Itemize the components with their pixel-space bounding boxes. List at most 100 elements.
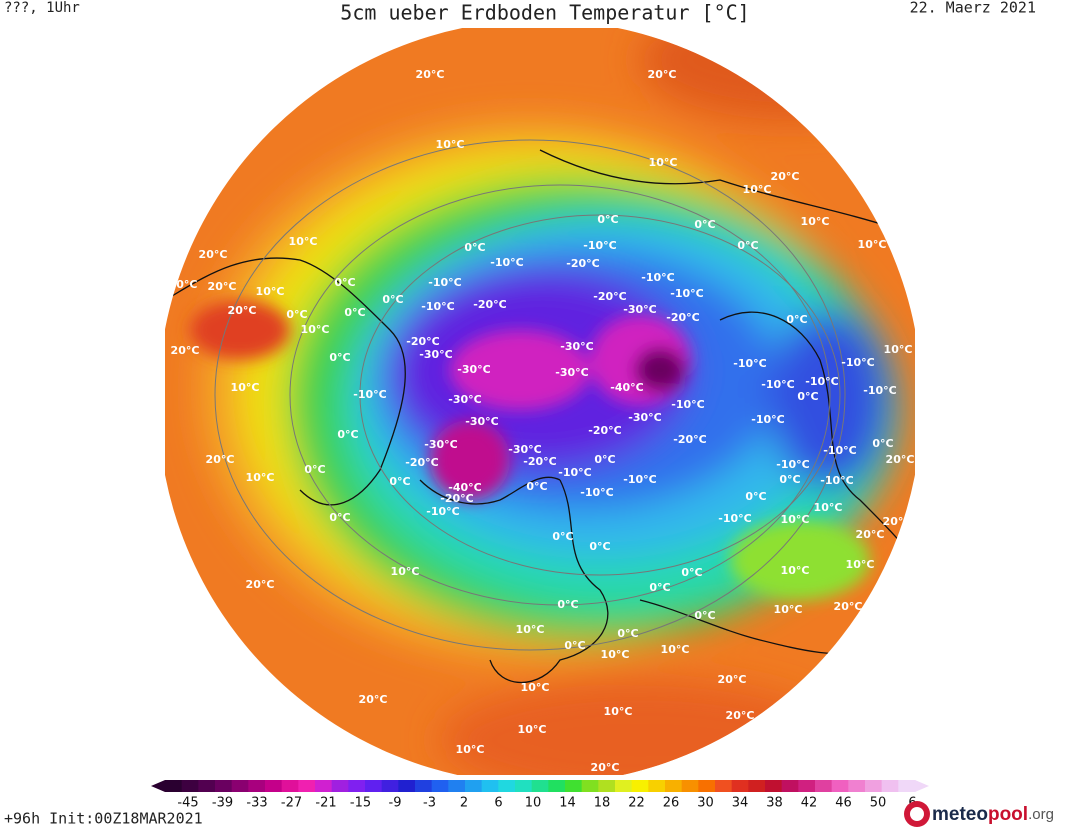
contour-label: 20°C (416, 68, 445, 81)
contour-label: 20°C (591, 761, 620, 774)
colorbar-swatch (298, 780, 316, 792)
colorbar-swatch (615, 780, 633, 792)
colorbar-swatch (348, 780, 366, 792)
colorbar-swatch (831, 780, 849, 792)
logo-part: .org (1028, 806, 1054, 823)
contour-label: 10°C (516, 623, 545, 636)
colorbar-label: -27 (281, 796, 302, 811)
contour-label: 20°C (228, 304, 257, 317)
colorbar-label: -3 (423, 796, 436, 811)
init-label: +96h Init:00Z18MAR2021 (4, 810, 203, 828)
coastlines (165, 149, 915, 683)
contour-label: 10°C (781, 564, 810, 577)
contour-label: 10°C (231, 381, 260, 394)
colorbar-swatch (698, 780, 716, 792)
contour-label: 0°C (344, 306, 365, 319)
contour-label: -20°C (405, 456, 438, 469)
colorbar-swatch (781, 780, 799, 792)
logo: meteopool.org (904, 801, 1054, 827)
valid-date: 22. Maerz 2021 (910, 0, 1036, 17)
contour-label: -10°C (671, 398, 704, 411)
logo-icon-center (910, 807, 924, 821)
contour-label: -10°C (841, 356, 874, 369)
contour-label: 0°C (526, 480, 547, 493)
colorbar-label: 46 (835, 796, 852, 811)
contour-label: 10°C (846, 558, 875, 571)
contour-label: 10°C (521, 681, 550, 694)
contour-label: -10°C (426, 505, 459, 518)
contour-label: -10°C (823, 444, 856, 457)
colorbar-arrow-right (915, 780, 929, 792)
contour-label: -10°C (490, 256, 523, 269)
contour-label: 0°C (589, 540, 610, 553)
contour-label: 0°C (681, 566, 702, 579)
contour-label: -10°C (761, 378, 794, 391)
contour-label: 20°C (208, 280, 237, 293)
colorbar-swatch (548, 780, 566, 792)
colorbar-swatch (231, 780, 249, 792)
contour-label: -20°C (440, 492, 473, 505)
colorbar-label: 38 (766, 796, 783, 811)
colorbar-swatch (281, 780, 299, 792)
contour-label: 10°C (884, 343, 913, 356)
contour-label: -10°C (751, 413, 784, 426)
contour-label: -20°C (406, 335, 439, 348)
contour-label: -10°C (863, 384, 896, 397)
colorbar-arrow-left (151, 780, 165, 792)
contour-label: -10°C (428, 276, 461, 289)
colorbar-label: -45 (177, 796, 198, 811)
contour-label: -20°C (473, 298, 506, 311)
contour-label: -30°C (628, 411, 661, 424)
contour-label: 10°C (781, 513, 810, 526)
contour-label: 10°C (661, 643, 690, 656)
colorbar-swatch (631, 780, 649, 792)
contour-label: -40°C (610, 381, 643, 394)
contour-label: 10°C (814, 501, 843, 514)
map-frame: 20°C 20°C 20°C 10°C 10°C 20°C 10°C 0°C 0°C 10°C 10… (165, 28, 915, 775)
contour-label: -10°C (776, 458, 809, 471)
contour-label: -20°C (523, 455, 556, 468)
contour-label: 0°C (737, 239, 758, 252)
colorbar-swatch (415, 780, 433, 792)
colorbar-swatch (681, 780, 699, 792)
contour-label: 0°C (329, 351, 350, 364)
contour-label: 10°C (289, 235, 318, 248)
colorbar-label: 42 (801, 796, 818, 811)
colorbar-label: -21 (315, 796, 336, 811)
contour-label: 0°C (797, 390, 818, 403)
colorbar-label: -39 (212, 796, 233, 811)
contour-label: 10°C (456, 743, 485, 756)
contour-label: 20°C (648, 68, 677, 81)
contour-label: 10°C (256, 285, 285, 298)
colorbar-label: 26 (663, 796, 680, 811)
contour-label: -20°C (593, 290, 626, 303)
contour-label: 0°C (337, 428, 358, 441)
colorbar-swatch (565, 780, 583, 792)
contour-label: 10°C (391, 565, 420, 578)
contour-label: -30°C (555, 366, 588, 379)
colorbar-swatch (881, 780, 899, 792)
colorbar-swatch (581, 780, 599, 792)
colorbar-label: 2 (460, 796, 468, 811)
contour-label: 0°C (329, 511, 350, 524)
contour-label: 0°C (334, 276, 355, 289)
colorbar-swatch (648, 780, 666, 792)
contour-label: 0°C (872, 437, 893, 450)
colorbar-swatch (215, 780, 233, 792)
colorbar-swatch (515, 780, 533, 792)
colorbar-label: -9 (389, 796, 402, 811)
contour-label: 0°C (382, 293, 403, 306)
contour-label: -10°C (820, 474, 853, 487)
run-label: ???, 1Uhr (4, 0, 80, 16)
logo-text: meteopool.org (932, 804, 1054, 825)
contour-label: 0°C (745, 490, 766, 503)
colorbar-swatch (398, 780, 416, 792)
contour-label: 0°C (597, 213, 618, 226)
contour-label: 10°C (743, 183, 772, 196)
contour-label: -10°C (670, 287, 703, 300)
contour-label: 10°C (858, 238, 887, 251)
contour-label: 10°C (774, 603, 803, 616)
contour-labels: 20°C 20°C 20°C 10°C 10°C 20°C 10°C 0°C 0°C 10°C 10… (169, 68, 915, 774)
contour-label: -20°C (588, 424, 621, 437)
